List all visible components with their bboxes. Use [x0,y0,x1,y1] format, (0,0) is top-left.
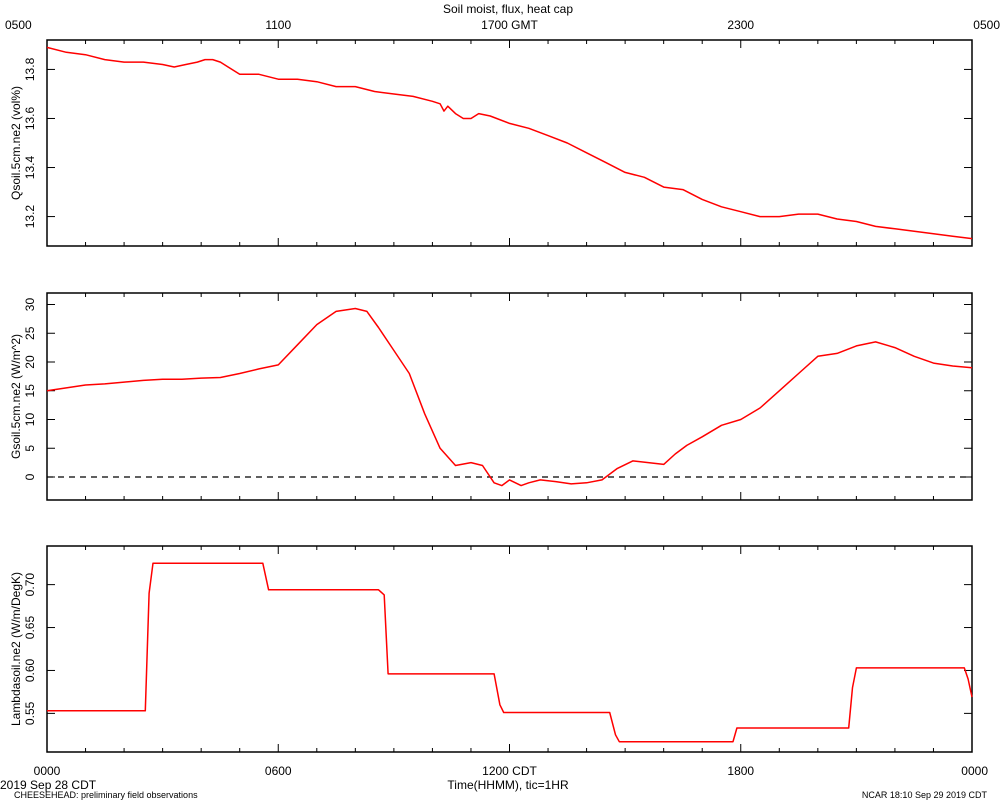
y-tick-label: 25 [23,326,37,340]
y-tick-label: 0 [23,473,37,480]
y-tick-label: 13.6 [23,106,37,130]
y-tick-label: 13.2 [23,205,37,229]
panel-frame [46,39,973,247]
y-tick-label: 30 [23,298,37,312]
top-tick-label: 2300 [727,18,754,32]
series-line [46,46,973,240]
top-tick-label: 1700 GMT [481,18,538,32]
top-tick-label: 0500 [973,18,1000,32]
y-tick-label: 0.60 [23,658,37,682]
date-label: 2019 Sep 28 CDT [0,778,97,792]
y-tick-label: 13.4 [23,156,37,180]
stamp-label: NCAR 18:10 Sep 29 2019 CDT [862,790,988,800]
y-tick-label: 0.70 [23,573,37,597]
y-tick-label: 15 [23,384,37,398]
bottom-tick-label: 1200 CDT [482,764,537,778]
series-line [47,562,973,743]
figure-title: Soil moist, flux, heat cap [443,2,573,16]
y-tick-label: 0.55 [23,701,37,725]
project-label: CHEESEHEAD: preliminary field observatio… [14,790,198,800]
y-axis-label: Qsoil.5cm.ne2 (vol%) [9,86,23,200]
top-tick-label: 0500 [5,18,32,32]
y-axis-label: Gsoil.5cm.ne2 (W/m^2) [9,334,23,459]
bottom-tick-label: 0600 [265,764,292,778]
panel-frame [46,545,973,753]
panel-2: 0 5 10 15 20 25 30 Gsoil.5cm.ne2 (W/m^2) [9,292,973,501]
y-tick-label: 10 [23,413,37,427]
top-tick-label: 1100 [265,18,291,32]
bottom-tick-label: 1800 [727,764,754,778]
y-tick-label: 5 [23,445,37,452]
x-axis-label: Time(HHMM), tic=1HR [447,778,569,792]
y-tick-label: 0.65 [23,616,37,640]
series-line [46,307,973,487]
bottom-tick-label: 0000 [961,764,988,778]
bottom-tick-label: 0000 [34,764,61,778]
y-tick-label: 13.8 [23,57,37,81]
y-tick-label: 20 [23,355,37,369]
y-axis-label: Lambdasoil.ne2 (W/m/DegK) [9,572,23,726]
panel-frame [46,292,973,501]
